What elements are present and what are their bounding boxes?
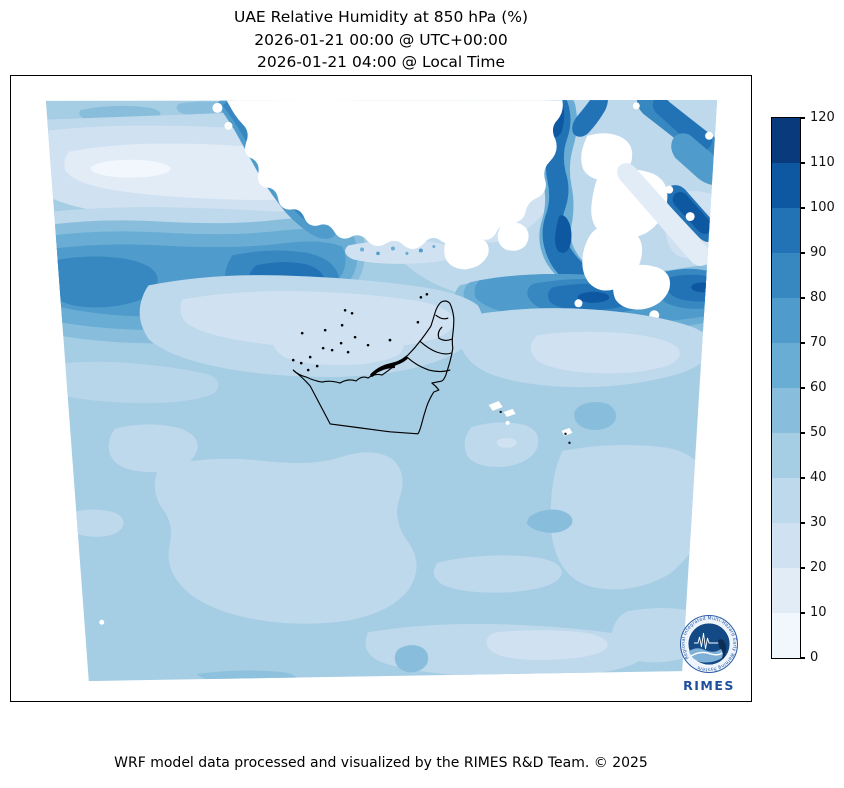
colorbar-tick-label: 110	[810, 155, 835, 171]
colorbar-tick-mark	[801, 117, 805, 119]
map-axes-frame	[10, 75, 752, 702]
colorbar-tick-mark	[801, 342, 805, 344]
wave-icon	[689, 648, 723, 663]
colorbar-tick-label: 90	[810, 245, 827, 261]
colorbar-tick-mark	[801, 432, 805, 434]
colorbar-tick-label: 40	[810, 470, 827, 486]
colorbar-tick-mark	[801, 387, 805, 389]
colorbar-tick-label: 0	[810, 650, 819, 666]
colorbar-cell	[772, 163, 800, 208]
humidity-map	[45, 99, 718, 682]
colorbar-cell	[772, 298, 800, 343]
title-line-2: 2026-01-21 00:00 @ UTC+00:00	[254, 30, 508, 49]
colorbar-tick-mark	[801, 612, 805, 614]
figure-silhouette-icon	[718, 639, 727, 659]
colorbar-tick-mark	[801, 567, 805, 569]
colorbar-tick-label: 120	[810, 110, 835, 126]
colorbar-cell	[772, 343, 800, 388]
colorbar-tick-mark	[801, 162, 805, 164]
colorbar-tick-label: 20	[810, 560, 827, 576]
wave-crest-icon	[690, 651, 723, 657]
colorbar-cell	[772, 568, 800, 613]
colorbar-tick-mark	[801, 657, 805, 659]
colorbar-tick-label: 100	[810, 200, 835, 216]
footer-credit: WRF model data processed and visualized …	[114, 755, 648, 771]
colorbar-tick-label: 50	[810, 425, 827, 441]
colorbar-cell	[772, 613, 800, 658]
colorbar-tick-label: 30	[810, 515, 827, 531]
colorbar-tick-label: 80	[810, 290, 827, 306]
seismogram-icon	[694, 632, 722, 650]
island-dots	[291, 293, 429, 377]
colorbar-cell	[772, 433, 800, 478]
colorbar-tick-mark	[801, 477, 805, 479]
contour-fill-layers	[45, 99, 718, 682]
colorbar-tick-label: 60	[810, 380, 827, 396]
colorbar	[771, 117, 801, 659]
colorbar-cell	[772, 118, 800, 163]
colorbar-cells	[772, 118, 800, 658]
colorbar-tick-mark	[801, 207, 805, 209]
colorbar-cell	[772, 253, 800, 298]
colorbar-tick-label: 10	[810, 605, 827, 621]
colorbar-cell	[772, 478, 800, 523]
uae-border	[292, 300, 455, 435]
colorbar-tick-mark	[801, 522, 805, 524]
colorbar-cell	[772, 208, 800, 253]
colorbar-cell	[772, 388, 800, 433]
colorbar-ticks: 0 10 20 30 40 50 60 70 80 90 100 110 120	[801, 110, 841, 665]
rimes-logo: Regional Integrated Multi-Hazard Early W…	[664, 604, 754, 698]
plot-title: UAE Relative Humidity at 850 hPa (%) 202…	[0, 6, 762, 74]
title-line-3: 2026-01-21 04:00 @ Local Time	[256, 53, 506, 71]
colorbar-tick-mark	[801, 297, 805, 299]
colorbar-cell	[772, 523, 800, 568]
colorbar-tick-label: 70	[810, 335, 827, 351]
logo-org-name: RIMES	[683, 678, 735, 693]
title-line-1: UAE Relative Humidity at 850 hPa (%)	[233, 8, 529, 26]
colorbar-tick-mark	[801, 252, 805, 254]
